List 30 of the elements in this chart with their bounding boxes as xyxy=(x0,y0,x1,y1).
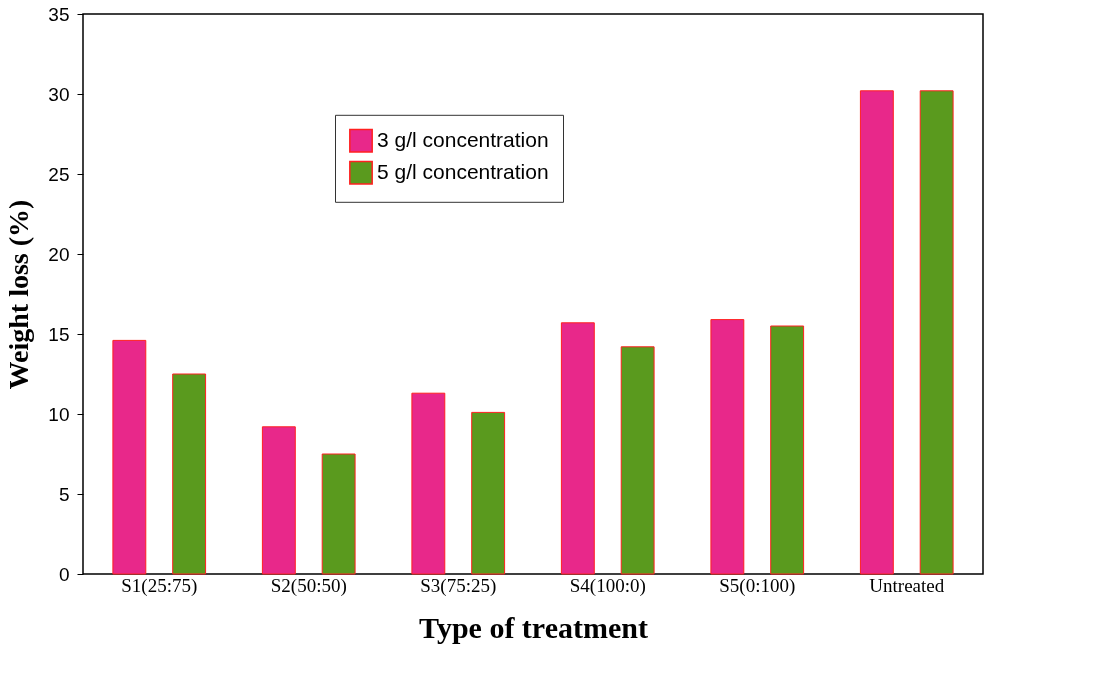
bar xyxy=(620,346,655,575)
bar xyxy=(261,426,296,575)
y-tick-label: 35 xyxy=(48,3,70,25)
x-tick-label: Untreated xyxy=(869,574,945,596)
y-tick-label: 20 xyxy=(48,243,70,265)
bar xyxy=(919,90,954,575)
y-tick-label: 10 xyxy=(48,403,70,425)
bar xyxy=(471,411,506,575)
bar xyxy=(112,339,147,575)
bar xyxy=(172,373,207,575)
bar xyxy=(859,90,894,575)
y-tick-label: 15 xyxy=(48,323,70,345)
x-tick-label: S5(0:100) xyxy=(719,574,796,597)
y-axis-title: Weight loss (%) xyxy=(3,199,35,390)
y-tick-label: 5 xyxy=(58,483,70,505)
bar xyxy=(560,322,595,575)
legend-label: 3 g/l concentration xyxy=(377,127,549,151)
x-tick-label: S2(50:50) xyxy=(270,574,347,597)
bar xyxy=(770,325,805,575)
x-tick-label: S3(75:25) xyxy=(420,574,497,597)
y-tick-label: 30 xyxy=(48,83,70,105)
x-tick-label: S4(100:0) xyxy=(569,574,646,597)
bar xyxy=(411,392,446,575)
y-tick-label: 25 xyxy=(48,163,70,185)
bar xyxy=(321,453,356,575)
legend-label: 5 g/l concentration xyxy=(377,159,549,183)
bar xyxy=(710,319,745,575)
x-tick-label: S1(25:75) xyxy=(121,574,198,597)
y-tick-label: 0 xyxy=(58,563,70,585)
x-axis-title: Type of treatment xyxy=(419,610,648,644)
